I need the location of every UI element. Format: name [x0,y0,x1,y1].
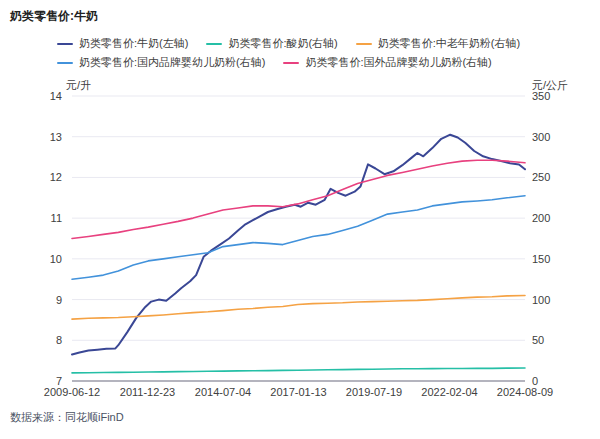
x-tick-label: 2019-07-19 [346,386,402,398]
x-tick-label: 2022-02-04 [421,386,477,398]
y-tick-label-left: 12 [0,171,62,183]
x-tick-label: 2017-01-13 [270,386,326,398]
series-line-2 [72,296,525,320]
y-tick-label-left: 13 [0,131,62,143]
series-line-1 [72,368,525,373]
y-tick-label-left: 9 [0,294,62,306]
series-line-0 [72,135,525,355]
y-tick-label-right: 350 [532,90,550,102]
y-tick-label-left: 8 [0,334,62,346]
y-tick-label-left: 14 [0,90,62,102]
y-tick-label-right: 50 [532,334,544,346]
x-tick-label: 2011-12-23 [120,386,175,398]
y-tick-label-right: 150 [532,253,550,265]
y-tick-label-right: 300 [532,131,550,143]
y-tick-label-right: 200 [532,212,550,224]
x-tick-label: 2024-08-09 [497,386,553,398]
y-tick-label-left: 11 [0,212,62,224]
x-tick-label: 2014-07-04 [195,386,251,398]
data-source-label: 数据来源：同花顺iFinD [10,410,124,425]
y-tick-label-right: 100 [532,294,550,306]
series-line-3 [72,196,525,279]
y-tick-label-left: 10 [0,253,62,265]
y-tick-label-right: 250 [532,171,550,183]
plot-wrap: 14131211109873503002502001501005002009-0… [0,0,600,439]
series-line-4 [72,160,525,238]
plot-area[interactable] [72,96,525,382]
x-tick-label: 2009-06-12 [44,386,100,398]
